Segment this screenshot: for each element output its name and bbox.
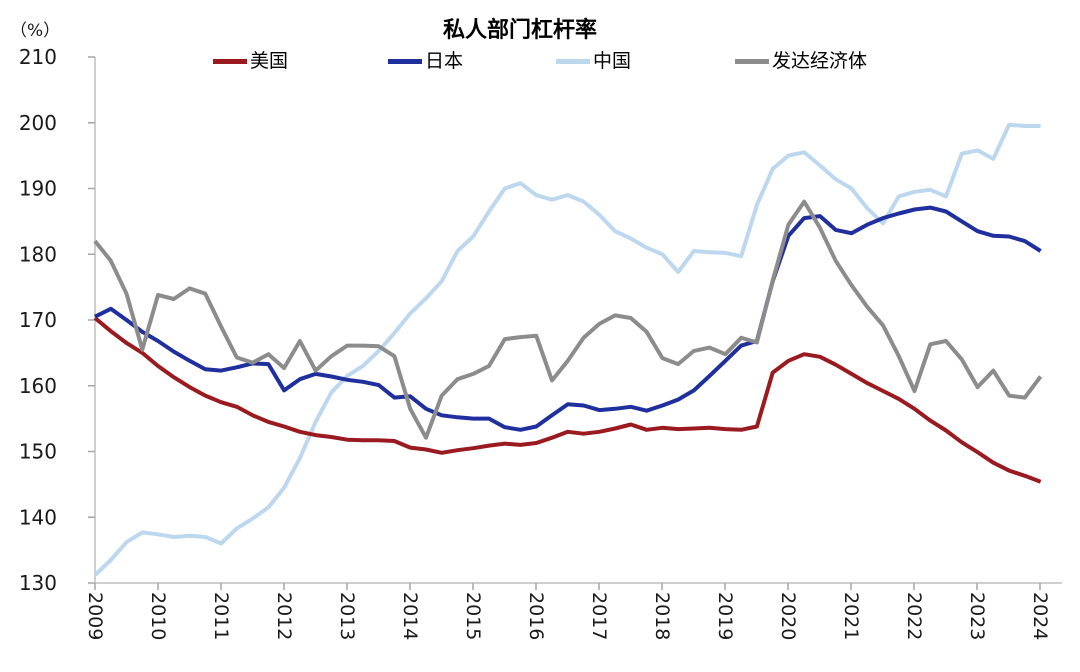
x-tick-label: 2017 (588, 592, 610, 640)
x-tick-label: 2020 (777, 592, 799, 640)
legend-item-japan: 日本 (388, 51, 463, 71)
x-tick-label: 2009 (84, 592, 106, 640)
x-tick-label: 2021 (840, 592, 862, 640)
y-tick-label: 130 (19, 571, 57, 595)
x-tick-label: 2023 (966, 592, 988, 640)
x-tick-label: 2011 (210, 592, 232, 640)
x-tick-label: 2010 (147, 592, 169, 640)
y-tick-label: 190 (19, 177, 57, 201)
x-tick-label: 2016 (525, 592, 547, 640)
x-tick-label: 2022 (903, 592, 925, 640)
legend-item-developed: 发达经济体 (735, 51, 867, 71)
x-tick-label: 2012 (273, 592, 295, 640)
x-tick-label: 2018 (651, 592, 673, 640)
x-tick-label: 2019 (714, 592, 736, 640)
y-tick-label: 140 (19, 505, 57, 529)
x-tick-label: 2015 (462, 592, 484, 640)
legend-label-us: 美国 (250, 50, 289, 72)
y-tick-label: 210 (19, 45, 57, 69)
y-axis-unit-label: （%） (10, 21, 61, 41)
series-line-us (93, 316, 1042, 484)
legend-item-us: 美国 (213, 51, 288, 71)
series-line-china (93, 122, 1041, 577)
x-tick-label: 2013 (336, 592, 358, 640)
y-tick-label: 180 (19, 242, 57, 266)
series-line-japan (94, 205, 1042, 432)
y-tick-label: 150 (19, 440, 57, 464)
legend-label-japan: 日本 (425, 50, 464, 72)
chart-title: 私人部门杠杆率 (442, 18, 597, 43)
x-tick-label: 2014 (399, 592, 421, 640)
legend-swatch-china (556, 58, 590, 64)
axes (88, 56, 1062, 590)
legend-swatch-developed (735, 58, 769, 64)
legend-label-developed: 发达经济体 (772, 50, 868, 72)
legend-label-china: 中国 (593, 50, 632, 72)
series-line-developed (93, 199, 1043, 440)
y-tick-label: 160 (19, 374, 57, 398)
x-tick-label: 2024 (1029, 592, 1051, 640)
y-tick-label: 170 (19, 308, 57, 332)
legend-item-china: 中国 (556, 51, 631, 71)
series-lines (93, 122, 1043, 577)
tick-labels: 130 140 150 160 170 180 190 200 210 2009 2010 2011 2… (19, 45, 1051, 640)
legend-swatch-japan (388, 58, 422, 64)
legend-swatch-us (213, 58, 247, 64)
y-tick-label: 200 (19, 111, 57, 135)
